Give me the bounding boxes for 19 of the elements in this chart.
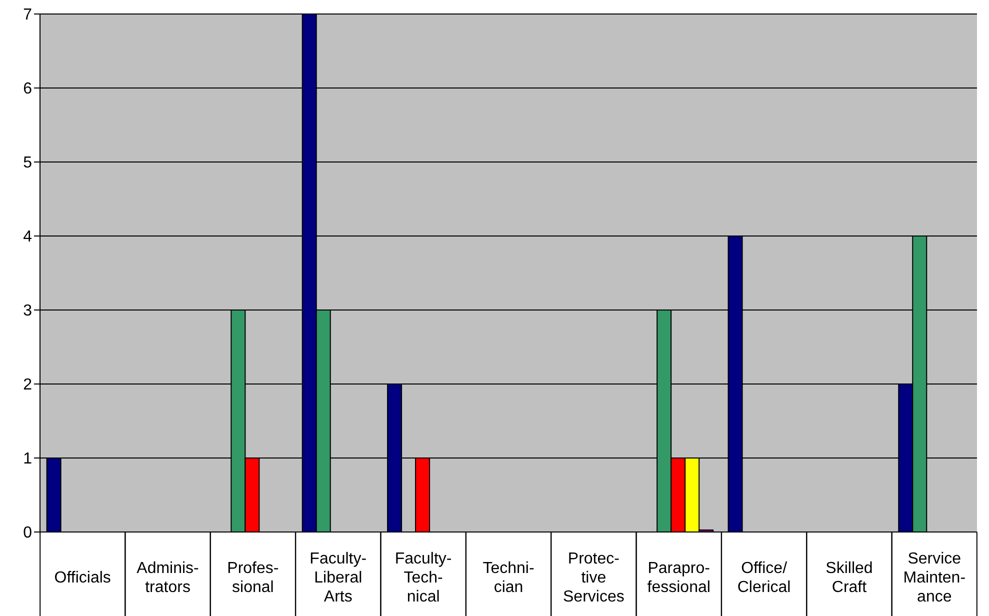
y-tick-label: 3 [23, 302, 32, 320]
x-tick-label: Skilled Craft [826, 560, 873, 596]
y-tick-label: 0 [23, 524, 32, 542]
x-tick-label: Protec- tive Services [563, 550, 624, 606]
y-tick-label: 7 [23, 6, 32, 24]
x-tick-label: Office/ Clerical [737, 560, 791, 596]
y-tick-label: 2 [23, 376, 32, 394]
y-tick-label: 4 [23, 228, 32, 246]
x-tick-label: Officials [54, 570, 111, 586]
x-tick-label: Adminis- trators [136, 560, 199, 596]
y-tick-label: 6 [23, 80, 32, 98]
y-tick-label: 1 [23, 450, 32, 468]
x-tick-label: Faculty- Tech- nical [394, 550, 452, 606]
x-tick-label: Profes- sional [227, 560, 279, 596]
x-tick-label: Parapro- fessional [647, 560, 710, 596]
x-tick-label: Service Mainten- ance [903, 550, 966, 606]
x-tick-label: Techni- cian [482, 560, 534, 596]
x-tick-label: Faculty- Liberal Arts [310, 550, 367, 606]
y-tick-label: 5 [23, 154, 32, 172]
